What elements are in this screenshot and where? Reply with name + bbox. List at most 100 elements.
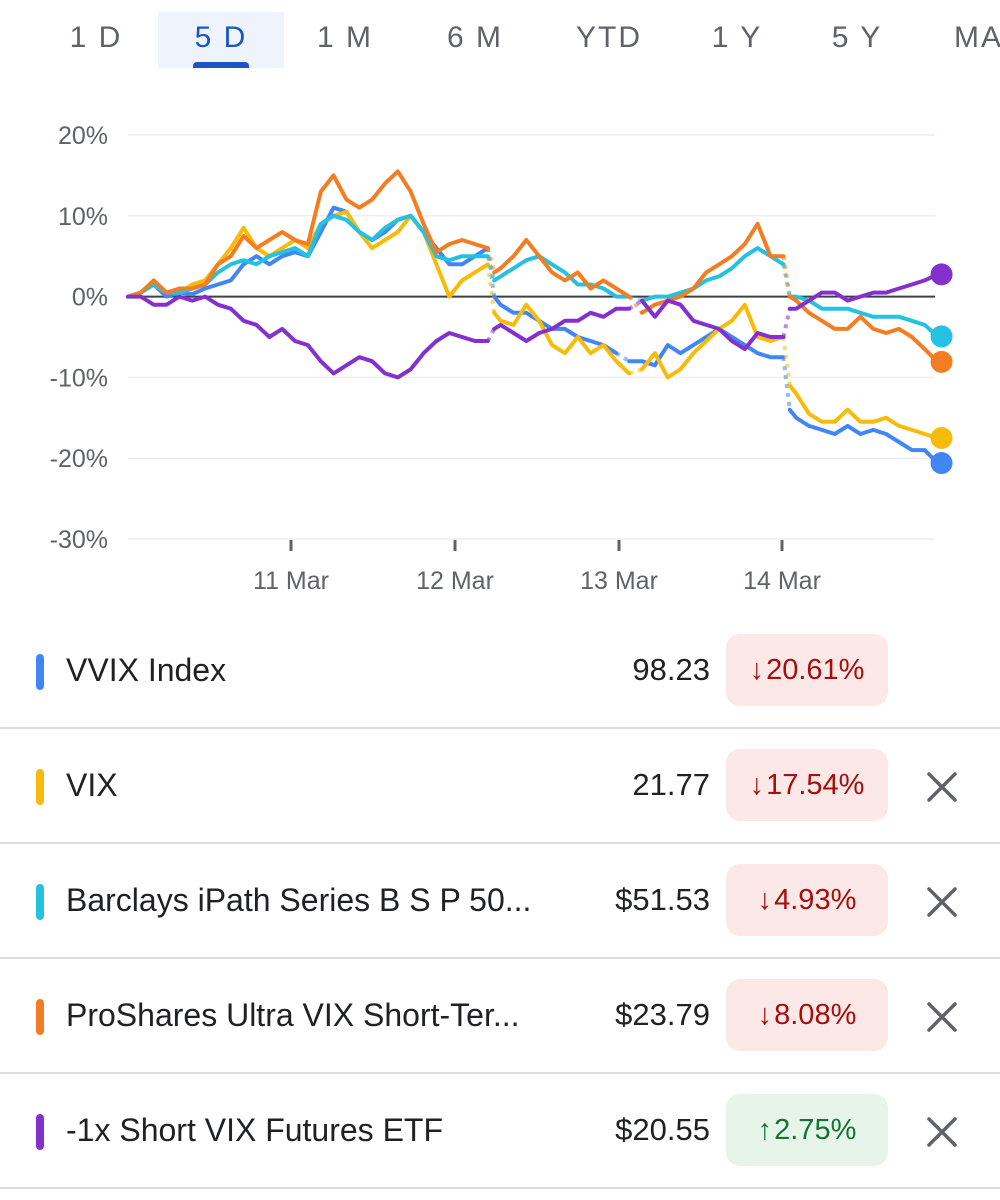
tab-label: 5 D — [194, 21, 248, 54]
y-tick-label: -30% — [50, 526, 108, 554]
range-tabs: 1 D 5 D 1 M 6 M YTD 1 Y 5 Y MAX — [0, 0, 1000, 80]
x-tick-label: 14 Mar — [743, 567, 821, 595]
series-gap-connector — [627, 295, 644, 315]
series-end-dot — [930, 452, 953, 475]
series-color-swatch — [36, 884, 44, 920]
security-name: Barclays iPath Series B S P 50... — [66, 882, 532, 918]
tab-1y[interactable]: 1 Y — [672, 12, 802, 68]
security-name: ProShares Ultra VIX Short-Ter... — [66, 997, 520, 1033]
series-gap-connector — [628, 367, 643, 376]
series-gap-connector — [781, 255, 792, 297]
series-color-swatch — [36, 1114, 44, 1150]
list-item[interactable]: VVIX Index 98.23 ↓20.61% — [0, 614, 1000, 729]
tab-label: 5 Y — [831, 21, 883, 54]
list-item[interactable]: -1x Short VIX Futures ETF $20.55 ↑2.75% — [0, 1074, 1000, 1189]
list-item[interactable]: Barclays iPath Series B S P 50... $51.53… — [0, 844, 1000, 959]
change-value: 17.54% — [766, 769, 865, 801]
tab-max[interactable]: MAX — [954, 12, 1000, 68]
comparison-chart[interactable]: 20%10%0%-10%-20%-30% 11 Mar 12 Mar 13 Mar 1… — [0, 100, 1000, 610]
change-value: 8.08% — [774, 999, 857, 1031]
tab-1m[interactable]: 1 M — [280, 12, 410, 68]
tab-label: 1 M — [316, 21, 373, 54]
change-badge: ↓4.93% — [726, 864, 888, 936]
series-segment — [627, 326, 786, 368]
change-value: 20.61% — [766, 654, 865, 686]
list-item[interactable]: VIX 21.77 ↓17.54% — [0, 729, 1000, 844]
series-segment — [492, 302, 632, 376]
chart-series — [126, 169, 940, 465]
arrow-down-icon: ↓ — [757, 884, 773, 916]
tab-5d[interactable]: 5 D — [158, 12, 284, 68]
close-icon[interactable] — [924, 884, 960, 920]
series-segment — [640, 298, 786, 352]
series-gap-connector — [615, 351, 631, 363]
series-segment — [640, 302, 786, 380]
y-tick-label: 10% — [58, 203, 108, 231]
series-end-dot — [930, 427, 953, 449]
series-segment — [126, 169, 490, 299]
series-segment — [492, 306, 632, 343]
tab-1d[interactable]: 1 D — [28, 12, 164, 68]
y-tick-label: -20% — [50, 445, 108, 473]
series-gap-connector — [486, 327, 496, 342]
security-name: -1x Short VIX Futures ETF — [66, 1112, 443, 1148]
series-color-swatch — [36, 999, 44, 1035]
change-badge: ↓8.08% — [726, 979, 888, 1051]
x-tick-label: 11 Mar — [253, 567, 329, 595]
arrow-down-icon: ↓ — [749, 654, 765, 686]
chart-grid — [128, 134, 935, 540]
series-line — [126, 272, 940, 380]
series-segment — [126, 294, 490, 380]
tab-label: YTD — [576, 21, 642, 54]
tab-6m[interactable]: 6 M — [410, 12, 540, 68]
arrow-down-icon: ↓ — [757, 999, 773, 1031]
change-badge: ↓20.61% — [726, 634, 888, 706]
tab-label: 6 M — [446, 21, 503, 54]
series-color-swatch — [36, 654, 44, 690]
x-tick-label: 12 Mar — [416, 567, 494, 595]
series-segment — [787, 407, 940, 465]
series-segment — [492, 238, 632, 299]
series-line — [126, 169, 940, 364]
series-end-dot — [930, 263, 953, 286]
change-value: 2.75% — [774, 1114, 857, 1146]
change-badge: ↓17.54% — [726, 749, 888, 821]
series-end-dots — [930, 263, 953, 475]
price-value: 98.23 — [632, 652, 710, 687]
close-icon[interactable] — [924, 769, 960, 805]
price-value: 21.77 — [632, 767, 710, 802]
arrow-up-icon: ↑ — [757, 1114, 773, 1146]
series-segment — [640, 221, 786, 315]
change-badge: ↑2.75% — [726, 1094, 888, 1166]
list-item[interactable]: ProShares Ultra VIX Short-Ter... $23.79 … — [0, 959, 1000, 1074]
close-icon[interactable] — [924, 1114, 960, 1150]
y-axis-labels: 20% 10% 0% -10% -20% -30% — [50, 122, 108, 554]
security-name: VIX — [66, 767, 118, 803]
series-segment — [787, 294, 940, 364]
series-segment — [787, 383, 940, 440]
price-value: $23.79 — [615, 997, 710, 1032]
series-gap-connector — [485, 255, 497, 281]
series-gap-connector — [485, 247, 497, 273]
series-segment — [640, 246, 786, 303]
price-value: $51.53 — [615, 882, 710, 917]
tab-label: 1 D — [69, 21, 123, 54]
arrow-down-icon: ↓ — [749, 769, 765, 801]
change-value: 4.93% — [774, 884, 857, 916]
series-gap-connector — [781, 308, 792, 338]
y-tick-label: -10% — [50, 364, 108, 392]
y-tick-label: 20% — [58, 122, 108, 150]
series-segment — [787, 272, 940, 311]
tab-5y[interactable]: 5 Y — [792, 12, 922, 68]
series-end-dot — [930, 325, 953, 348]
series-color-swatch — [36, 769, 44, 805]
comparison-list: VVIX Index 98.23 ↓20.61% VIX 21.77 ↓17.5… — [0, 614, 1000, 1189]
close-icon[interactable] — [924, 999, 960, 1035]
security-name: VVIX Index — [66, 652, 227, 688]
price-value: $20.55 — [615, 1112, 710, 1147]
series-segment — [492, 254, 632, 299]
active-tab-indicator — [193, 62, 249, 68]
tab-ytd[interactable]: YTD — [544, 12, 674, 68]
x-axis: 11 Mar 12 Mar 13 Mar 14 Mar — [253, 540, 821, 595]
series-end-dot — [930, 350, 953, 373]
